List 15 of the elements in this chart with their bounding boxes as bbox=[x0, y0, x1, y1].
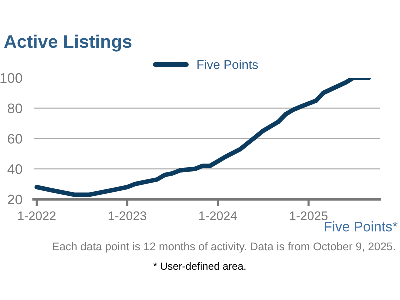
x-tick-label: 1-2025 bbox=[290, 212, 328, 220]
legend-label: Five Points bbox=[198, 60, 258, 70]
text: Each data point is 12 months of activity. Data is from October 9, 2025. bbox=[53, 242, 396, 253]
y-tick-label: 100 bbox=[0, 73, 22, 84]
chart-title: Active Listings bbox=[4, 34, 132, 52]
y-tick-label: 20 bbox=[8, 194, 22, 205]
line-series bbox=[34, 78, 372, 198]
x-tick-label: 1-2022 bbox=[18, 212, 56, 220]
y-tick-label: 40 bbox=[8, 164, 22, 174]
x-tick-label: 1-2023 bbox=[109, 212, 146, 220]
text: * User-defined area. bbox=[154, 262, 246, 270]
y-tick-label: 60 bbox=[8, 134, 22, 144]
y-tick-label: 80 bbox=[8, 104, 22, 114]
x-tick-label: 1-2024 bbox=[200, 212, 238, 220]
text: Five Points* bbox=[325, 222, 398, 232]
